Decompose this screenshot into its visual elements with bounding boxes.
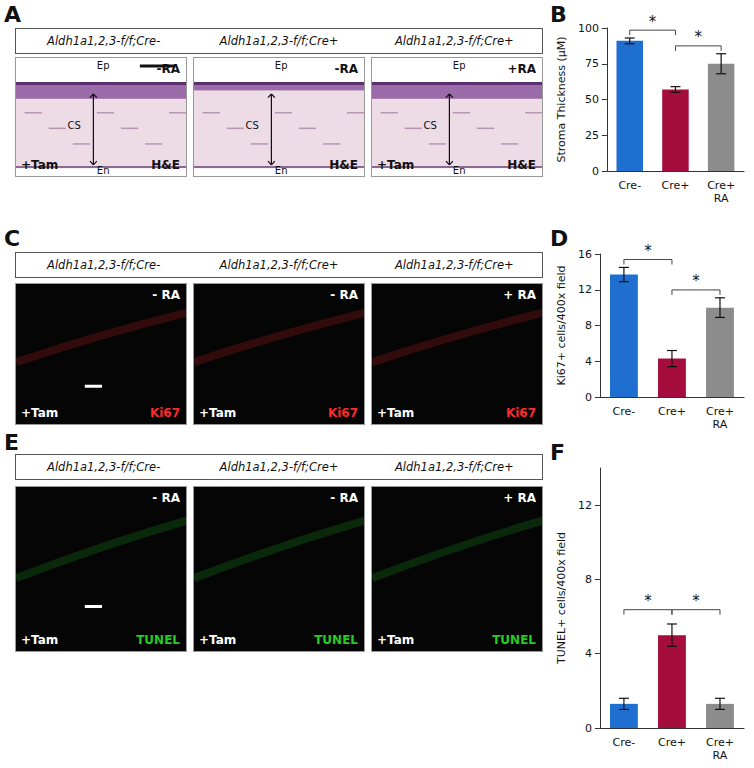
svg-text:Cre-: Cre-: [613, 405, 636, 418]
html-text:- RA: - RA: [152, 288, 180, 302]
html-text:+Tam: +Tam: [377, 158, 415, 172]
svg-text:0: 0: [585, 722, 592, 735]
html-text:En: En: [274, 165, 288, 176]
html-text:+ RA: + RA: [503, 288, 536, 302]
html-text:F: F: [550, 440, 565, 465]
html-text:H&E: H&E: [151, 158, 180, 172]
html-text:+Tam: +Tam: [21, 633, 59, 647]
svg-text:Cre+: Cre+: [658, 736, 686, 749]
html-text:+RA: +RA: [507, 62, 536, 76]
svg-text:*: *: [644, 242, 652, 260]
html-text:CS: CS: [67, 120, 81, 132]
html-text:En: En: [452, 165, 466, 176]
html-text:-RA: -RA: [156, 62, 180, 76]
html-text:TUNEL: TUNEL: [136, 633, 180, 647]
svg-text:12: 12: [578, 283, 592, 296]
html-text:Aldh1a1,2,3-f/f;Cre-: Aldh1a1,2,3-f/f;Cre-: [47, 34, 161, 48]
html-text:A: A: [4, 2, 21, 27]
svg-text:TUNEL+ cells/400x field: TUNEL+ cells/400x field: [555, 532, 568, 665]
html-text:Aldh1a1,2,3-f/f;Cre+: Aldh1a1,2,3-f/f;Cre+: [394, 460, 514, 474]
svg-text:75: 75: [585, 57, 599, 70]
html-text:+Tam: +Tam: [199, 406, 237, 420]
svg-text:Cre+: Cre+: [706, 405, 734, 418]
html-text:TUNEL: TUNEL: [492, 633, 536, 647]
html-text:Aldh1a1,2,3-f/f;Cre+: Aldh1a1,2,3-f/f;Cre+: [219, 34, 339, 48]
html-text:- RA: - RA: [330, 491, 358, 505]
html-text:Aldh1a1,2,3-f/f;Cre+: Aldh1a1,2,3-f/f;Cre+: [219, 258, 339, 272]
svg-text:*: *: [649, 13, 657, 31]
html-text:Aldh1a1,2,3-f/f;Cre+: Aldh1a1,2,3-f/f;Cre+: [394, 34, 514, 48]
svg-text:4: 4: [585, 355, 592, 368]
svg-text:Cre-: Cre-: [618, 179, 641, 192]
html-text:+Tam: +Tam: [377, 633, 415, 647]
html-text:Aldh1a1,2,3-f/f;Cre-: Aldh1a1,2,3-f/f;Cre-: [47, 460, 161, 474]
html-text:C: C: [4, 226, 21, 251]
svg-text:RA: RA: [713, 418, 728, 431]
html-text:H&E: H&E: [329, 158, 358, 172]
html-text:D: D: [550, 226, 569, 251]
html-text:+ RA: + RA: [503, 491, 536, 505]
html-text:Ep: Ep: [274, 60, 288, 72]
html-text:Ep: Ep: [96, 60, 110, 72]
html-text:Ki67: Ki67: [149, 406, 180, 420]
svg-text:Cre-: Cre-: [613, 736, 636, 749]
html-text:+Tam: +Tam: [199, 633, 237, 647]
svg-text:8: 8: [585, 573, 592, 586]
svg-text:Cre+: Cre+: [707, 179, 735, 192]
html-text:+Tam: +Tam: [21, 406, 59, 420]
svg-text:16: 16: [578, 248, 592, 261]
html-text:+Tam: +Tam: [21, 158, 59, 172]
svg-text:Cre+: Cre+: [661, 179, 689, 192]
html-text:CS: CS: [423, 120, 437, 132]
html-text:Ki67: Ki67: [505, 406, 536, 420]
svg-text:8: 8: [585, 319, 592, 332]
html-text:+Tam: +Tam: [377, 406, 415, 420]
html-text:- RA: - RA: [152, 491, 180, 505]
html-text:TUNEL: TUNEL: [314, 633, 358, 647]
html-text:- RA: - RA: [330, 288, 358, 302]
svg-text:4: 4: [585, 647, 592, 660]
html-text:Aldh1a1,2,3-f/f;Cre+: Aldh1a1,2,3-f/f;Cre+: [394, 258, 514, 272]
html-text:B: B: [550, 2, 567, 27]
svg-text:Stroma Thickness (μM): Stroma Thickness (μM): [555, 36, 568, 162]
html-text:Aldh1a1,2,3-f/f;Cre+: Aldh1a1,2,3-f/f;Cre+: [219, 460, 339, 474]
html-text:Aldh1a1,2,3-f/f;Cre-: Aldh1a1,2,3-f/f;Cre-: [47, 258, 161, 272]
html-text:CS: CS: [245, 120, 259, 132]
svg-text:0: 0: [585, 391, 592, 404]
svg-text:25: 25: [585, 129, 599, 142]
html-text:H&E: H&E: [507, 158, 536, 172]
svg-text:Cre+: Cre+: [706, 736, 734, 749]
svg-text:*: *: [692, 272, 700, 290]
svg-text:RA: RA: [714, 192, 729, 205]
html-text:Ki67: Ki67: [327, 406, 358, 420]
html-text:E: E: [4, 430, 19, 455]
svg-text:100: 100: [578, 22, 599, 35]
svg-text:12: 12: [578, 499, 592, 512]
html-text:En: En: [96, 165, 110, 176]
svg-text:RA: RA: [713, 749, 728, 762]
html-text:Ep: Ep: [452, 60, 466, 72]
svg-text:*: *: [695, 28, 703, 46]
svg-text:*: *: [692, 592, 700, 610]
svg-text:Ki67+ cells/400x field: Ki67+ cells/400x field: [555, 265, 568, 385]
svg-text:*: *: [644, 592, 652, 610]
svg-text:0: 0: [592, 165, 599, 178]
svg-text:Cre+: Cre+: [658, 405, 686, 418]
html-text:-RA: -RA: [334, 62, 358, 76]
svg-text:50: 50: [585, 93, 599, 106]
